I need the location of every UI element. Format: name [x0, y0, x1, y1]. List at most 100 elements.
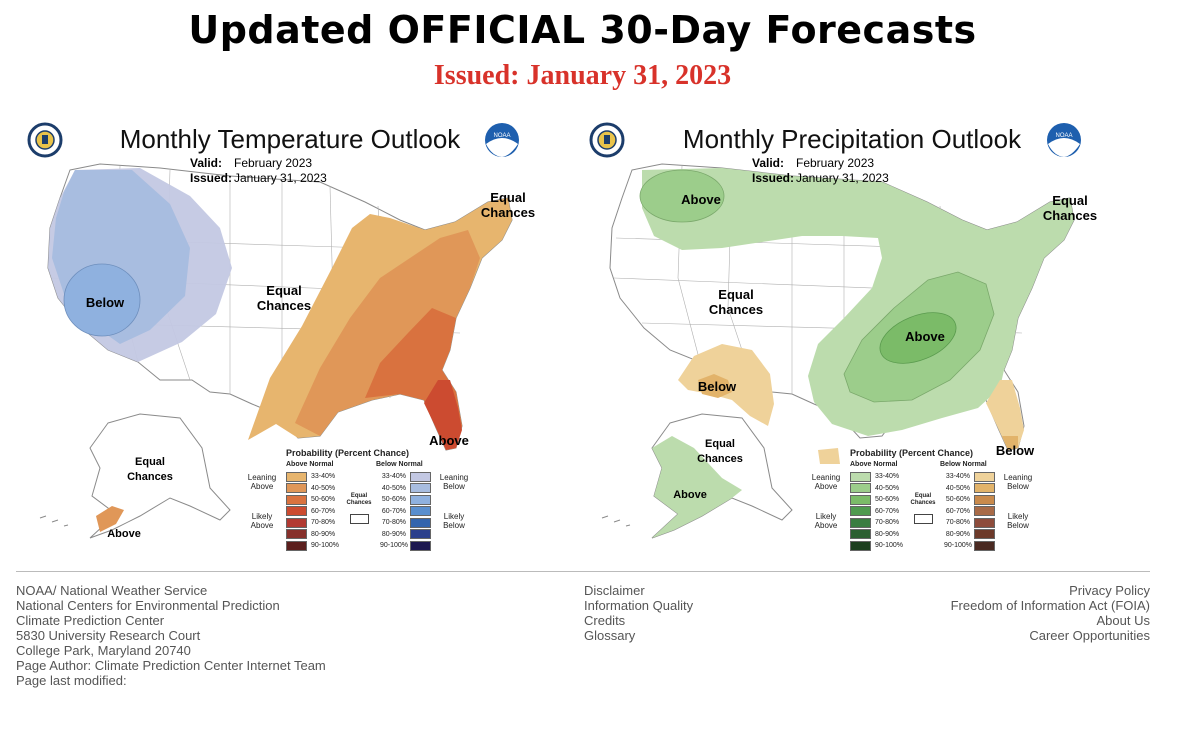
precip-equal-chances-swatch [914, 514, 933, 524]
precipitation-valid-block: Valid: February 2023 Issued: January 31, 2… [752, 156, 889, 186]
precip-below-gulf-region [818, 448, 840, 464]
precip-below-swatch [974, 494, 995, 505]
footer-text: 5830 University Research Court [16, 628, 201, 643]
hawaii-outline [39, 515, 69, 527]
precip-below-range: 40-50% [945, 484, 970, 492]
footer-link[interactable]: Information Quality [584, 598, 694, 613]
temperature-legend: Probability (Percent Chance) Above Normal… [246, 448, 486, 568]
temp-above-row: 70-80% [286, 517, 336, 528]
temp-valid-label: Valid: [190, 156, 223, 170]
temp-legend-title: Probability (Percent Chance) [286, 448, 410, 458]
footer-link[interactable]: Disclaimer [584, 583, 645, 598]
temp-below-50-region [63, 263, 141, 337]
precip-below-row: 33-40% [944, 471, 995, 482]
precip-above-range: 60-70% [875, 507, 900, 515]
precip-below-range: 33-40% [945, 473, 970, 480]
precip-above-ov-label: Above [905, 329, 945, 344]
precip-leaning-above: Leaning Above [811, 473, 841, 491]
temp-below-swatch [410, 517, 431, 528]
temperature-outlook-map: NOAA Monthly Temperature Outlook Valid: F… [20, 118, 560, 568]
precip-below-row: 50-60% [944, 494, 995, 505]
footer-link[interactable]: Credits [584, 613, 626, 628]
precip-below-row: 60-70% [944, 506, 995, 516]
footer-text: NOAA/ National Weather Service [16, 583, 208, 598]
footer-link[interactable]: Career Opportunities [1029, 628, 1150, 643]
precip-above-ak-label: Above [673, 489, 707, 501]
temp-above-row: 80-90% [286, 529, 335, 539]
footer-link[interactable]: Privacy Policy [1069, 583, 1150, 598]
precip-above-swatch [850, 506, 871, 516]
temp-above-swatch [286, 471, 307, 482]
precip-above-swatch [850, 483, 871, 493]
noaa-logo-text: NOAA [493, 133, 510, 139]
precip-above-range: 70-80% [875, 519, 900, 526]
precipitation-legend: Probability (Percent Chance) Above Normal… [810, 448, 1050, 568]
temp-above-head: Above Normal [286, 461, 334, 468]
footer-links-middle: Disclaimer Information Quality Credits Glos… [584, 583, 693, 643]
temp-above-swatch [286, 506, 307, 516]
precip-below-range: 50-60% [945, 496, 970, 503]
page-title: Updated OFFICIAL 30-Day Forecasts [188, 8, 977, 52]
temp-above-range: 70-80% [311, 519, 336, 526]
precip-equal-chances-label: Equal Chances [708, 287, 764, 317]
footer-link[interactable]: Glossary [584, 628, 636, 643]
temp-above-swatch [286, 517, 307, 528]
temp-below-range: 60-70% [381, 507, 406, 515]
precip-issued-label: Issued: [752, 171, 795, 185]
precip-equal-chances-label: Equal Chances [910, 493, 936, 506]
temp-above-range: 33-40% [311, 473, 336, 480]
footer-text: Page last modified: [16, 673, 127, 688]
temperature-map-graphic: NOAA [27, 122, 519, 539]
temp-above-row: 40-50% [286, 483, 336, 493]
precip-leaning-below: Leaning Below [1003, 473, 1033, 491]
precip-above-range: 80-90% [875, 530, 900, 538]
temp-above-row: 33-40% [286, 471, 336, 482]
precip-above-head: Above Normal [850, 461, 898, 468]
temp-above-range: 40-50% [311, 484, 336, 492]
precip-below-row: 40-50% [944, 483, 995, 493]
temp-above-range: 50-60% [311, 496, 336, 503]
temp-likely-above: Likely Above [250, 512, 274, 530]
precip-above-nw-label: Above [681, 192, 721, 207]
doc-seal-icon [27, 122, 63, 158]
precip-below-range: 60-70% [945, 507, 970, 515]
precip-above-swatch [850, 540, 871, 551]
temp-below-range: 33-40% [381, 473, 406, 480]
temp-equal-chances-swatch [350, 514, 369, 524]
temp-equal-chances-label: Equal Chances [346, 493, 372, 506]
precip-above-range: 33-40% [875, 473, 900, 480]
footer: NOAA/ National Weather Service National C… [16, 571, 1150, 688]
precipitation-outlook-map: NOAA Monthly Precipitation Outlook Valid… [582, 118, 1122, 568]
temp-below-row: 33-40% [380, 471, 431, 482]
footer-contact: NOAA/ National Weather Service National C… [16, 583, 326, 688]
precip-above-swatch [850, 494, 871, 505]
precip-above-nw-region [639, 169, 725, 223]
temp-below-row: 40-50% [380, 483, 431, 493]
temp-above-row: 50-60% [286, 494, 336, 505]
temp-above-range: 90-100% [311, 542, 340, 549]
precip-below-fl-label: Below [995, 443, 1035, 458]
temp-equal-chances-ne-label: Equal Chances [480, 190, 536, 220]
precip-above-row: 33-40% [850, 471, 900, 482]
temp-below-row: 70-80% [380, 517, 431, 528]
doc-seal-icon [589, 122, 625, 158]
temp-above-fl-label: Above [429, 433, 469, 448]
precip-below-row: 70-80% [944, 517, 995, 528]
temp-below-row: 50-60% [380, 494, 431, 505]
temp-likely-below: Likely Below [443, 512, 465, 530]
precip-above-alaska-region [652, 436, 742, 538]
temp-below-swatch [410, 483, 431, 493]
precip-likely-below: Likely Below [1007, 512, 1029, 530]
precip-above-swatch [850, 529, 871, 539]
temp-equal-chances-ak-label: Equal Chances [127, 456, 173, 483]
precipitation-map-title: Monthly Precipitation Outlook [682, 124, 1022, 154]
footer-link[interactable]: About Us [1096, 613, 1150, 628]
temp-below-range: 50-60% [381, 496, 406, 503]
precip-above-row: 90-100% [850, 540, 903, 551]
temp-above-swatch [286, 494, 307, 505]
precip-valid-value: February 2023 [796, 156, 875, 170]
footer-link[interactable]: Freedom of Information Act (FOIA) [950, 598, 1150, 613]
footer-text: Climate Prediction Center [16, 613, 165, 628]
precip-below-fl-40-region [1002, 436, 1018, 450]
temp-below-head: Below Normal [376, 461, 423, 468]
